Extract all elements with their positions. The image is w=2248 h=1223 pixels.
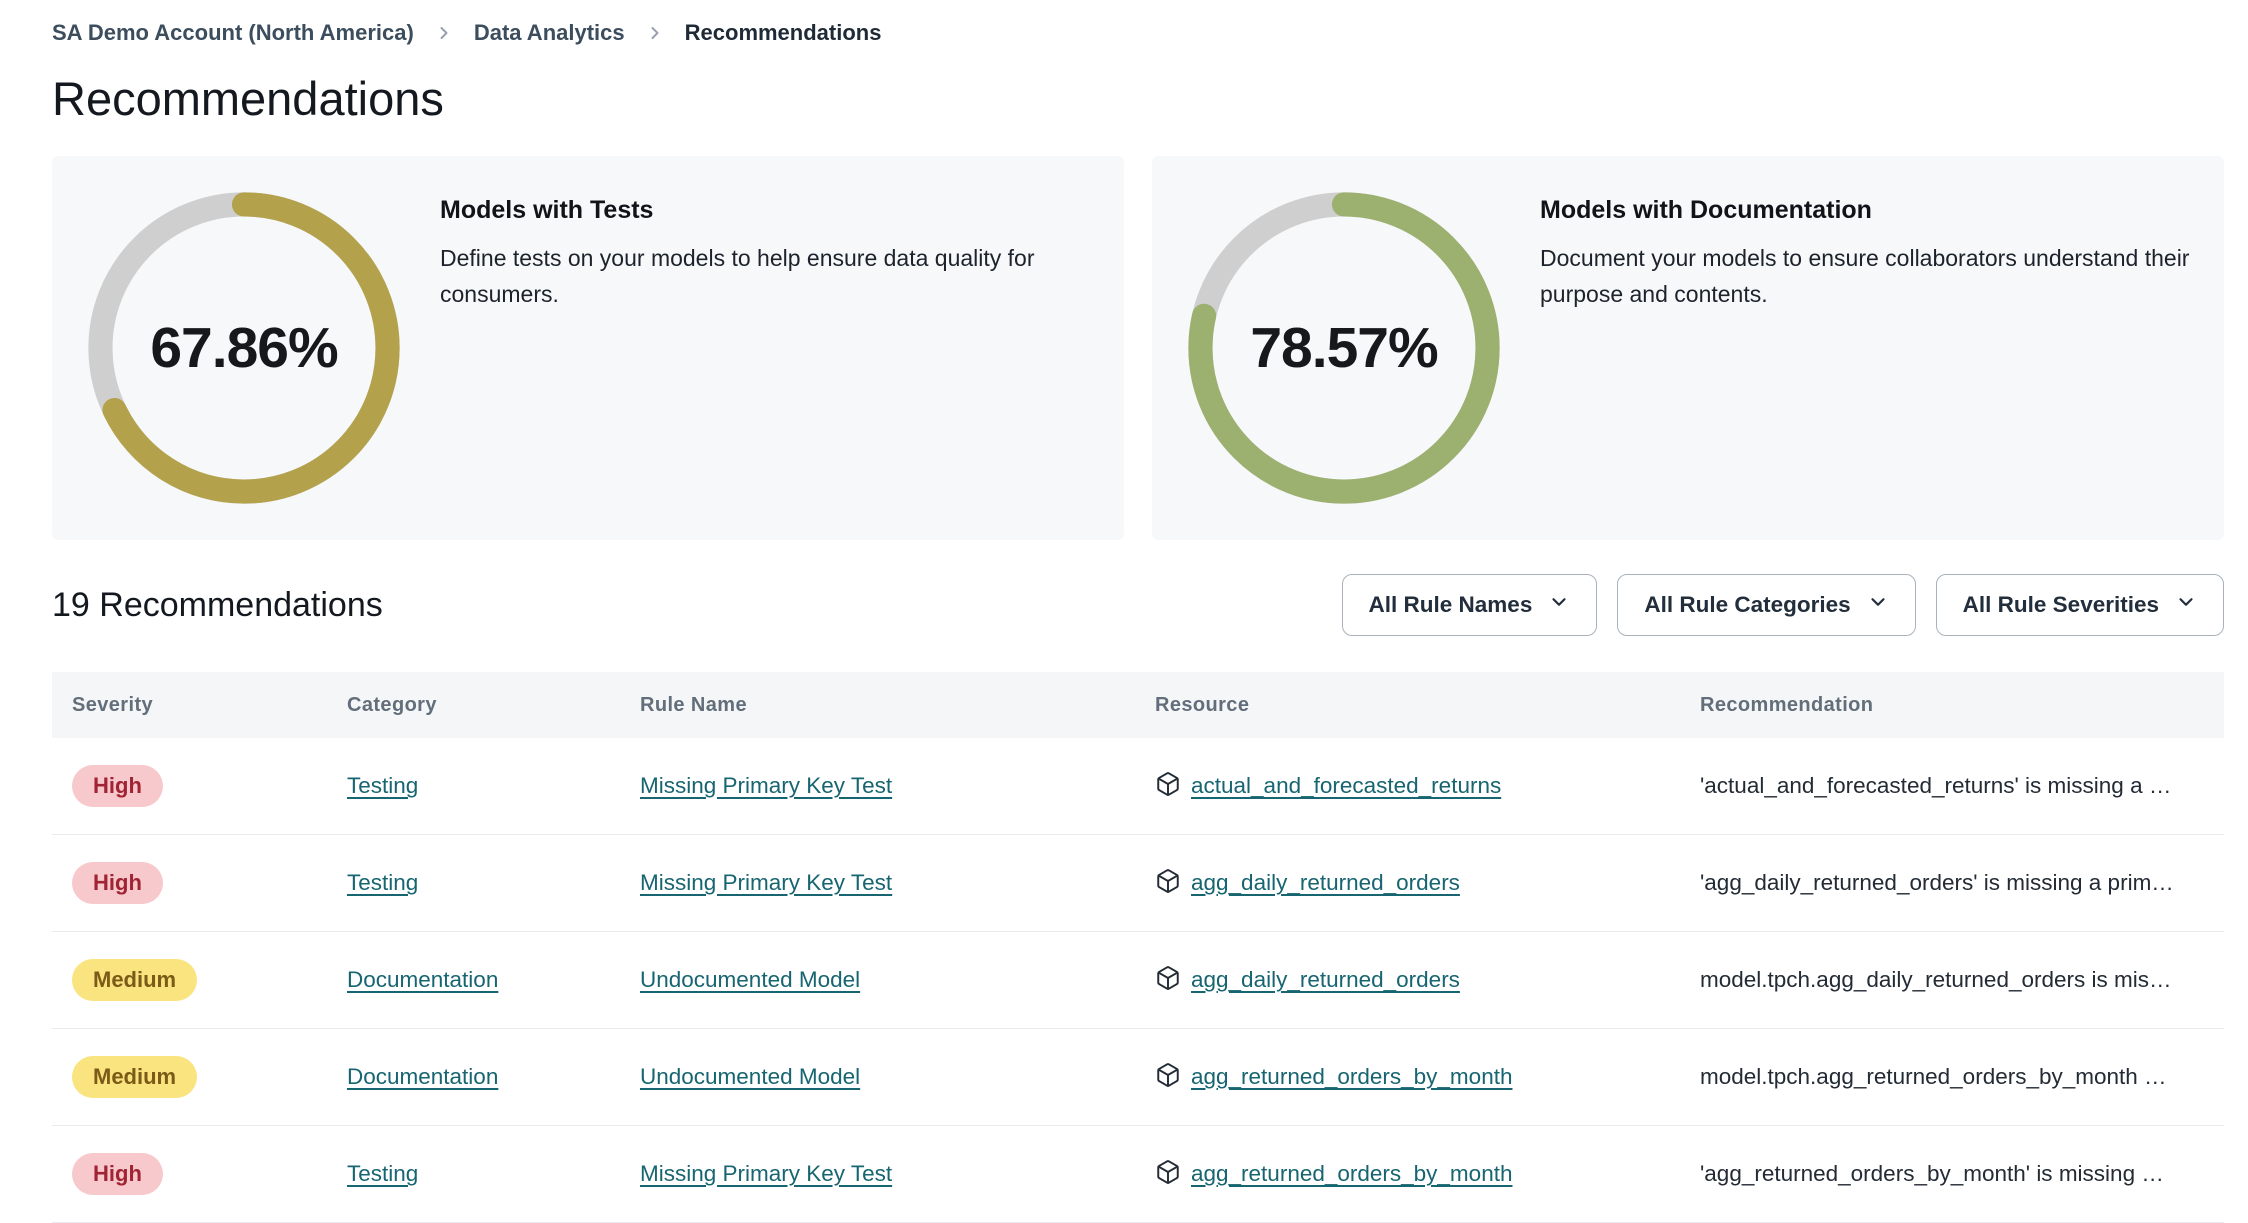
table-row: Medium Documentation Undocumented Model … (52, 932, 2224, 1030)
chevron-right-icon (645, 23, 665, 43)
chevron-down-icon (2175, 591, 2197, 619)
category-link[interactable]: Testing (347, 870, 419, 896)
models-with-tests-card: 67.86% Models with Tests Define tests on… (52, 156, 1124, 541)
models-with-documentation-card: 78.57% Models with Documentation Documen… (1152, 156, 2224, 541)
rule-name-link[interactable]: Missing Primary Key Test (640, 773, 893, 799)
column-header-resource: Resource (1155, 693, 1250, 716)
breadcrumb: SA Demo Account (North America) Data Ana… (52, 0, 2224, 50)
breadcrumb-current: Recommendations (684, 20, 882, 45)
chevron-down-icon (1548, 591, 1570, 619)
list-header: 19 Recommendations All Rule Names All Ru… (52, 574, 2224, 637)
tests-donut-chart: 67.86% (83, 187, 405, 509)
recommendation-text: 'agg_daily_returned_orders' is missing a… (1700, 870, 2174, 896)
donut-percent: 67.86% (150, 316, 338, 381)
donut-percent: 78.57% (1250, 316, 1438, 381)
severity-badge: Medium (72, 958, 198, 1002)
table-row: High Testing Missing Primary Key Test ag… (52, 1126, 2224, 1223)
metric-cards: 67.86% Models with Tests Define tests on… (52, 156, 2224, 541)
column-header-rule-name: Rule Name (640, 693, 747, 716)
package-icon (1155, 1062, 1181, 1093)
column-header-category: Category (347, 693, 437, 716)
recommendation-text: model.tpch.agg_daily_returned_orders is … (1700, 967, 2172, 993)
rule-name-link[interactable]: Missing Primary Key Test (640, 1161, 893, 1187)
rule-name-link[interactable]: Undocumented Model (640, 1064, 861, 1090)
card-text-block: Models with Documentation Document your … (1540, 196, 2205, 312)
category-link[interactable]: Documentation (347, 967, 499, 993)
recommendation-text: 'actual_and_forecasted_returns' is missi… (1700, 773, 2172, 799)
table-row: High Testing Missing Primary Key Test ac… (52, 738, 2224, 836)
breadcrumb-project-link[interactable]: Data Analytics (473, 20, 625, 45)
filter-label: All Rule Categories (1644, 592, 1851, 618)
category-link[interactable]: Testing (347, 1161, 419, 1187)
card-title: Models with Tests (440, 196, 654, 225)
severity-badge: High (72, 764, 163, 808)
card-title: Models with Documentation (1540, 196, 1872, 225)
chevron-right-icon (434, 23, 454, 43)
breadcrumb-account-link[interactable]: SA Demo Account (North America) (52, 20, 414, 45)
package-icon (1155, 1159, 1181, 1190)
resource-link[interactable]: agg_returned_orders_by_month (1191, 1161, 1513, 1187)
recommendations-table: Severity Category Rule Name Resource Rec… (52, 672, 2224, 1223)
chevron-down-icon (1867, 591, 1889, 619)
rule-name-link[interactable]: Undocumented Model (640, 967, 861, 993)
documentation-donut-chart: 78.57% (1183, 187, 1505, 509)
recommendation-text: model.tpch.agg_returned_orders_by_month … (1700, 1064, 2167, 1090)
table-row: Medium Documentation Undocumented Model … (52, 1029, 2224, 1127)
rule-name-link[interactable]: Missing Primary Key Test (640, 870, 893, 896)
package-icon (1155, 868, 1181, 899)
package-icon (1155, 965, 1181, 996)
severity-badge: High (72, 1152, 163, 1196)
table-row: High Testing Missing Primary Key Test ag… (52, 835, 2224, 933)
rule-severities-filter[interactable]: All Rule Severities (1935, 574, 2224, 637)
rule-names-filter[interactable]: All Rule Names (1341, 574, 1598, 637)
rule-categories-filter[interactable]: All Rule Categories (1617, 574, 1916, 637)
filters: All Rule Names All Rule Categories All R… (1341, 574, 2224, 637)
filter-label: All Rule Severities (1962, 592, 2159, 618)
category-link[interactable]: Documentation (347, 1064, 499, 1090)
package-icon (1155, 771, 1181, 802)
severity-badge: Medium (72, 1055, 198, 1099)
column-header-recommendation: Recommendation (1700, 693, 1874, 716)
severity-badge: High (72, 861, 163, 905)
card-text-block: Models with Tests Define tests on your m… (440, 196, 1105, 312)
category-link[interactable]: Testing (347, 773, 419, 799)
table-header-row: Severity Category Rule Name Resource Rec… (52, 672, 2224, 739)
card-description: Document your models to ensure collabora… (1540, 245, 2190, 307)
resource-link[interactable]: actual_and_forecasted_returns (1191, 773, 1502, 799)
page-title: Recommendations (52, 72, 444, 125)
column-header-severity: Severity (72, 693, 154, 716)
recommendation-text: 'agg_returned_orders_by_month' is missin… (1700, 1161, 2164, 1187)
resource-link[interactable]: agg_returned_orders_by_month (1191, 1064, 1513, 1090)
resource-link[interactable]: agg_daily_returned_orders (1191, 870, 1460, 896)
filter-label: All Rule Names (1368, 592, 1533, 618)
card-description: Define tests on your models to help ensu… (440, 245, 1035, 307)
resource-link[interactable]: agg_daily_returned_orders (1191, 967, 1460, 993)
recommendations-count: 19 Recommendations (52, 585, 383, 624)
